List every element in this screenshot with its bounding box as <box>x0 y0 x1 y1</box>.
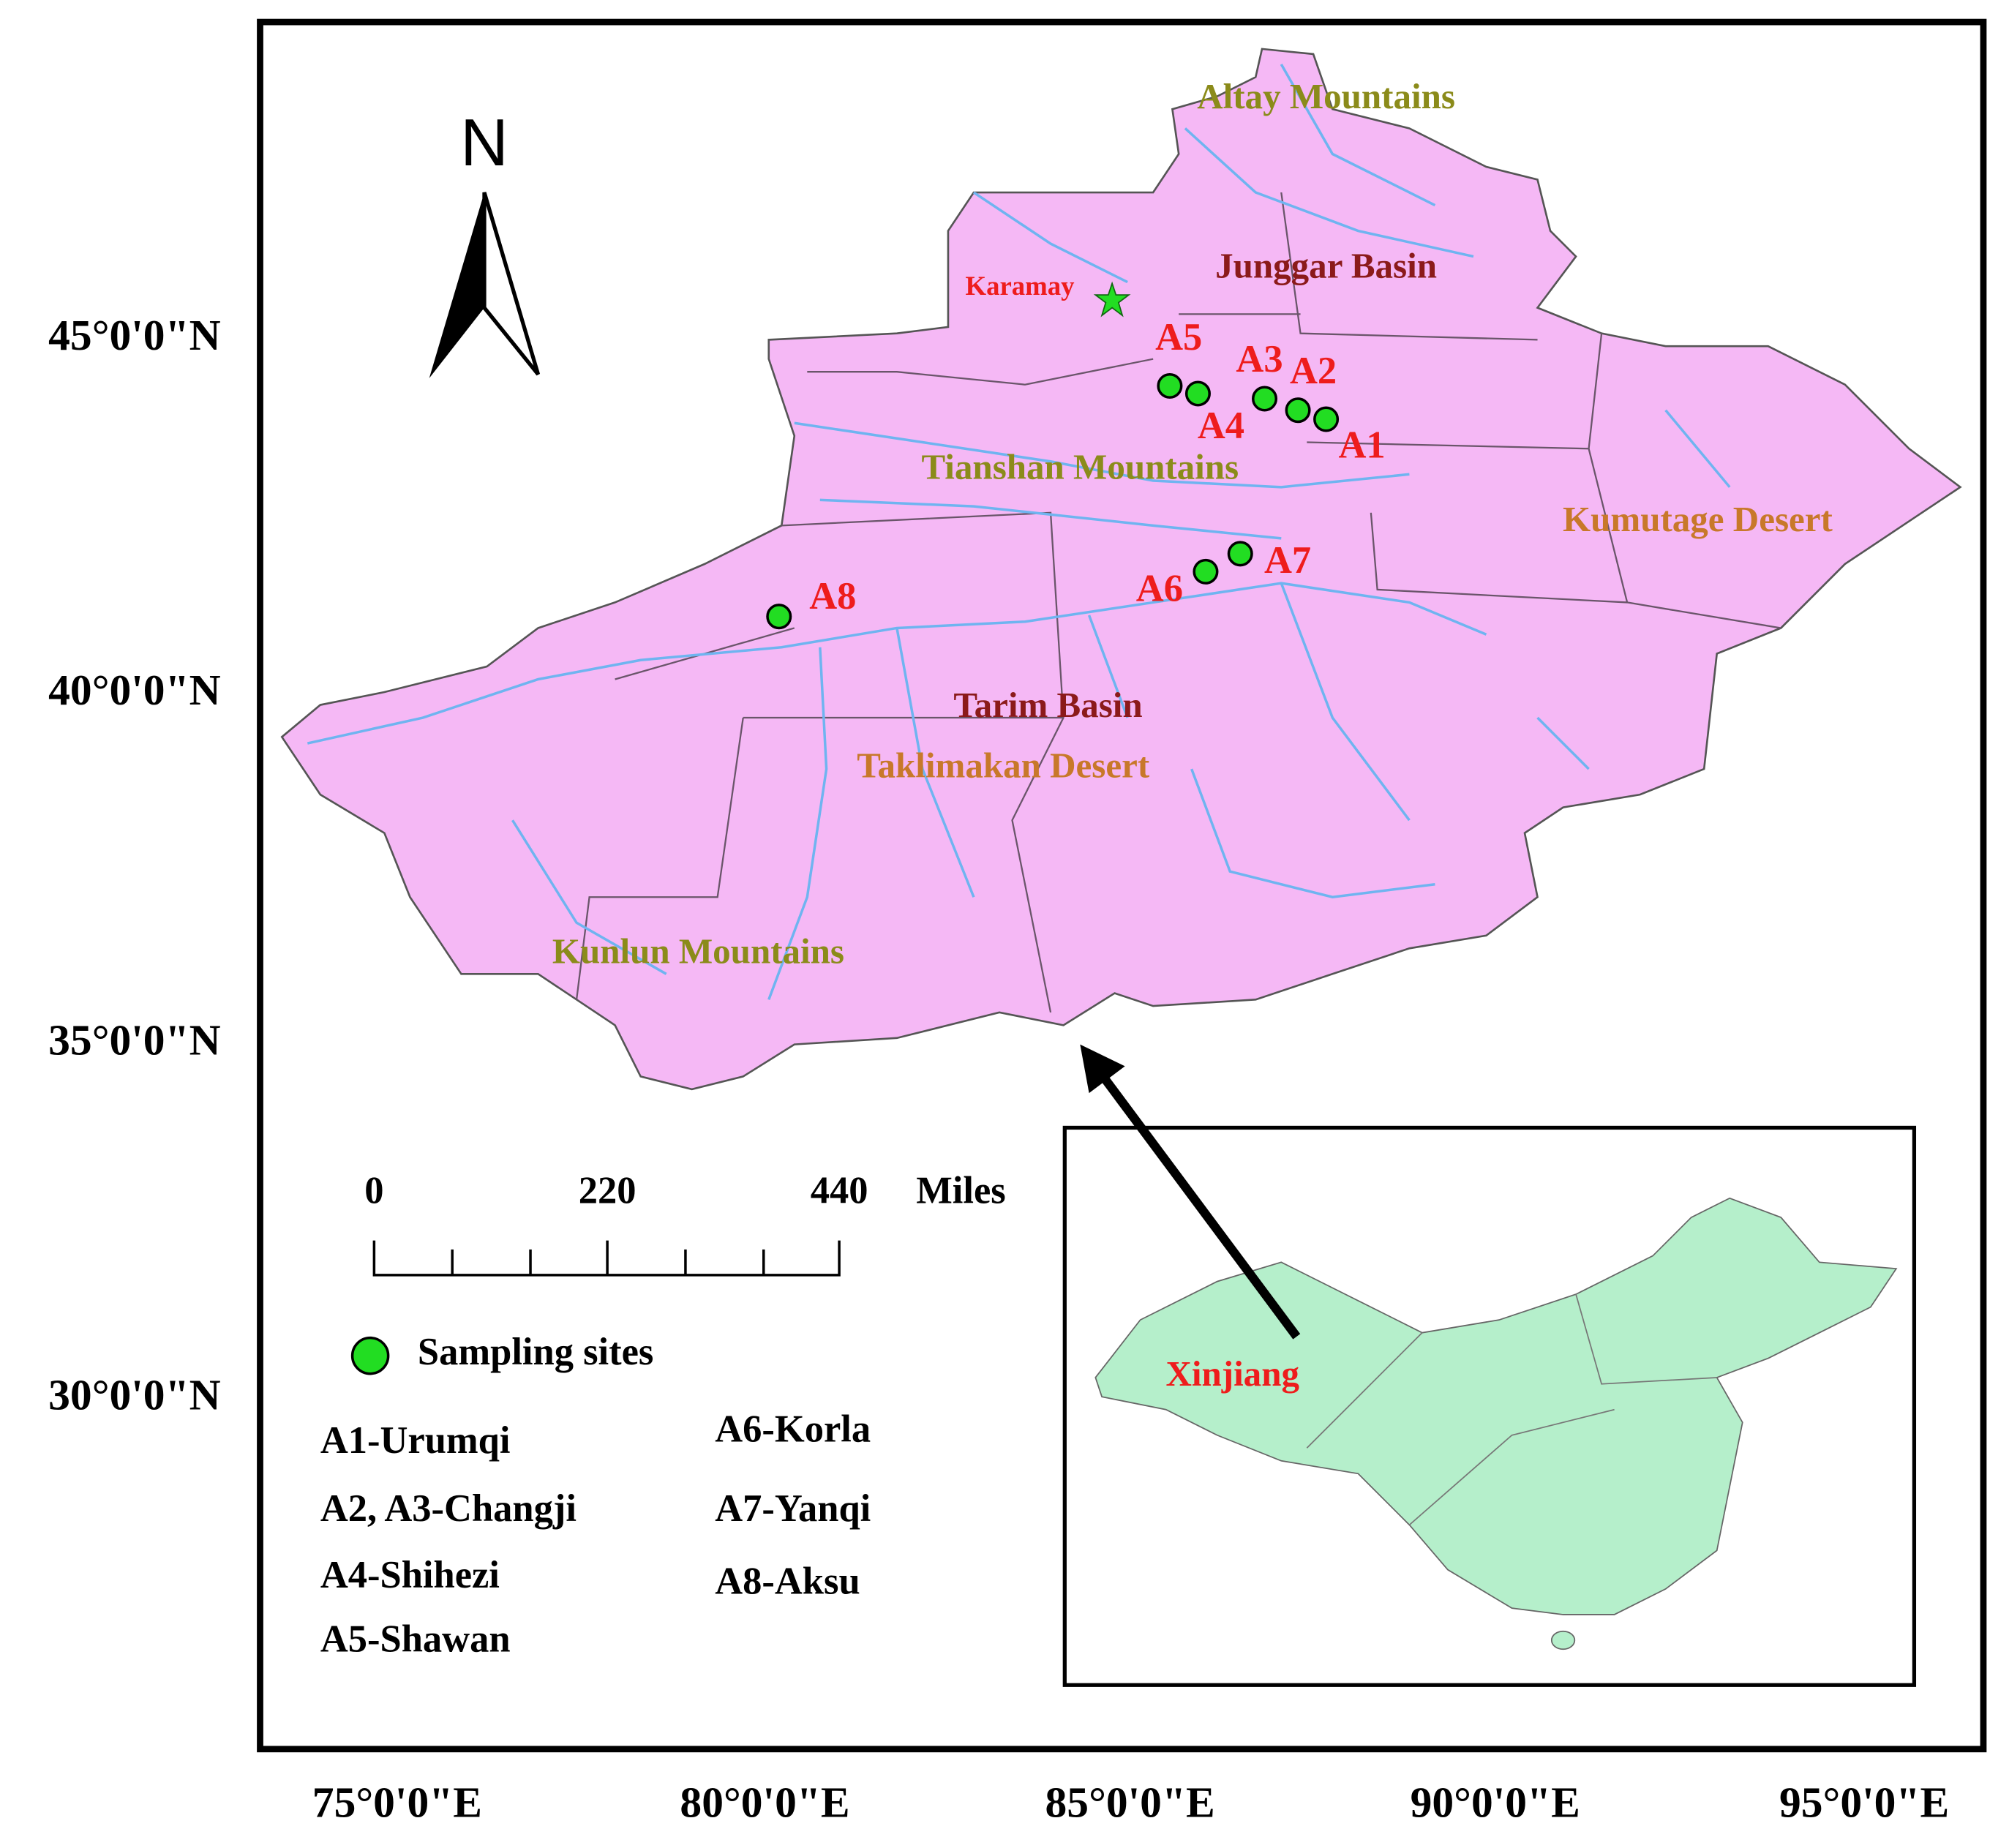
site-marker <box>766 604 792 630</box>
site-marker <box>1313 406 1340 432</box>
region-label: Kunlun Mountains <box>552 931 844 971</box>
site-label: A8 <box>809 575 856 617</box>
scale-label: 220 <box>579 1170 637 1212</box>
site-label: A6 <box>1136 567 1183 609</box>
region-label: Kumutage Desert <box>1563 499 1833 539</box>
scale-bar <box>372 1240 841 1277</box>
pointer-arrowhead <box>1080 1044 1125 1094</box>
region-label: Tianshan Mountains <box>922 446 1239 487</box>
site-marker <box>1251 386 1278 412</box>
site-markers <box>766 372 1340 630</box>
site-label: A5 <box>1155 316 1202 358</box>
city-label: Karamay <box>965 271 1075 301</box>
lat-label: 45°0'0"N <box>48 311 220 359</box>
region-label: Taklimakan Desert <box>857 745 1150 785</box>
legend-entry: A8-Aksu <box>715 1560 860 1603</box>
site-marker <box>1157 372 1183 399</box>
scale-unit: Miles <box>916 1170 1006 1212</box>
map-frame <box>257 18 1987 1753</box>
site-marker <box>1285 397 1311 424</box>
inset-label: Xinjiang <box>1165 1353 1299 1394</box>
lon-label: 75°0'0"E <box>312 1778 482 1826</box>
site-marker <box>1227 541 1253 567</box>
china-map <box>1094 1197 1898 1615</box>
site-label: A4 <box>1198 405 1244 447</box>
site-marker <box>1193 558 1219 585</box>
north-arrow-left <box>429 192 484 378</box>
city-star <box>1093 281 1131 318</box>
xinjiang-region <box>280 48 1962 1091</box>
legend-entry: A6-Korla <box>715 1408 871 1450</box>
region-label: Altay Mountains <box>1197 76 1455 116</box>
legend-entry: A5-Shawan <box>320 1618 511 1661</box>
lon-label: 95°0'0"E <box>1779 1778 1949 1826</box>
legend-label: Sampling sites <box>418 1331 653 1373</box>
legend-entry: A2, A3-Changji <box>320 1487 577 1530</box>
region-label: Tarim Basin <box>953 685 1142 725</box>
lon-label: 90°0'0"E <box>1411 1778 1580 1826</box>
legend-symbol <box>350 1336 390 1375</box>
hainan <box>1550 1630 1576 1650</box>
legend-entry: A1-Urumqi <box>320 1419 511 1462</box>
lat-label: 35°0'0"N <box>48 1015 220 1064</box>
north-arrow-right <box>482 192 541 376</box>
legend-entry: A7-Yanqi <box>715 1487 871 1530</box>
legend-entry: A4-Shihezi <box>320 1554 500 1596</box>
lon-label: 80°0'0"E <box>680 1778 849 1826</box>
site-label: A3 <box>1236 338 1283 380</box>
pointer-arrow <box>1095 1068 1301 1340</box>
scale-label: 440 <box>811 1170 868 1212</box>
site-label: A1 <box>1339 424 1386 466</box>
province-lines <box>1306 1293 1717 1526</box>
rivers <box>307 64 1731 1000</box>
north-label: N <box>460 106 508 180</box>
region-label: Junggar Basin <box>1215 245 1437 285</box>
scale-label: 0 <box>364 1170 383 1212</box>
lon-label: 85°0'0"E <box>1045 1778 1215 1826</box>
site-label: A7 <box>1264 539 1311 582</box>
site-label: A2 <box>1290 350 1337 392</box>
site-marker <box>1184 380 1211 407</box>
lat-label: 40°0'0"N <box>48 666 220 714</box>
lat-label: 30°0'0"N <box>48 1370 220 1419</box>
